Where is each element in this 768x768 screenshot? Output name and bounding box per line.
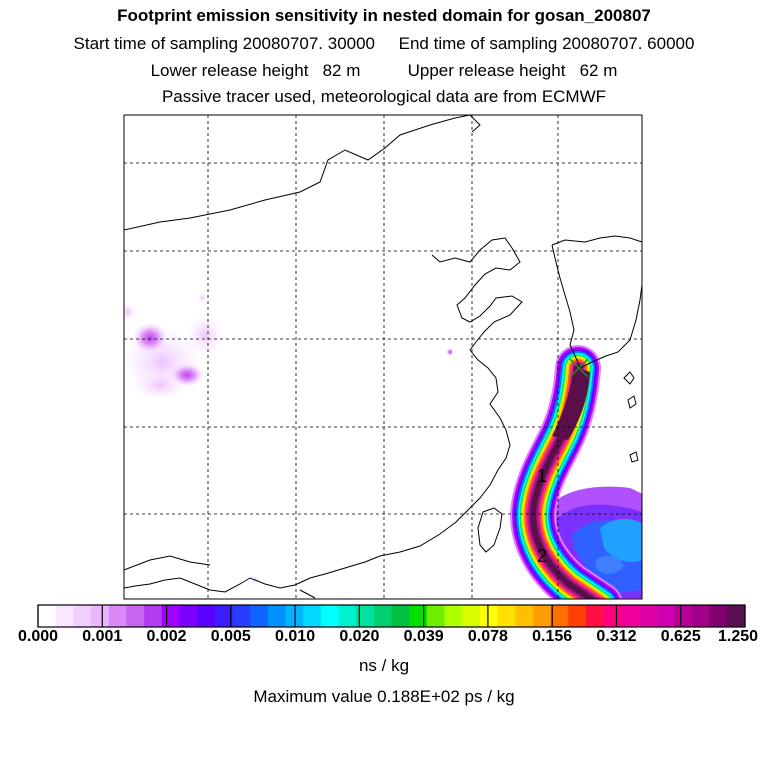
sampling-time-line: Start time of sampling 20080707. 30000 E… bbox=[73, 34, 695, 53]
colorbar-tick-label: 0.002 bbox=[146, 628, 187, 645]
colorbar-frame bbox=[37, 604, 746, 628]
colorbar-swatch bbox=[532, 605, 552, 627]
colorbar-swatch bbox=[727, 605, 746, 627]
trajectory-label-2: 2 bbox=[537, 546, 547, 566]
colorbar-swatch bbox=[656, 605, 675, 627]
colorbar-swatch bbox=[691, 605, 711, 627]
colorbar-swatch bbox=[426, 605, 446, 627]
colorbar-tick-label: 0.010 bbox=[275, 628, 316, 645]
colorbar-tick-label: 0.005 bbox=[210, 628, 251, 645]
colorbar bbox=[37, 605, 746, 627]
colorbar-tick-label: 0.078 bbox=[467, 628, 508, 645]
colorbar-swatch bbox=[709, 605, 728, 627]
coastlines bbox=[124, 115, 642, 599]
colorbar-swatch bbox=[144, 605, 163, 627]
colorbar-swatch bbox=[444, 605, 463, 627]
colorbar-swatch bbox=[232, 605, 251, 627]
colorbar-swatch bbox=[356, 605, 375, 627]
release-height-line: Lower release height 82 m Upper release … bbox=[150, 61, 618, 80]
colorbar-swatch bbox=[108, 605, 127, 627]
map-frame bbox=[123, 114, 643, 600]
colorbar-swatch bbox=[250, 605, 269, 627]
colorbar-swatch bbox=[38, 605, 57, 627]
map-title: Footprint emission sensitivity in nested… bbox=[117, 6, 651, 25]
plume-core bbox=[552, 366, 590, 440]
colorbar-swatch bbox=[409, 605, 428, 627]
colorbar-tick-label: 0.001 bbox=[82, 628, 123, 645]
colorbar-swatch bbox=[638, 605, 658, 627]
colorbar-swatch bbox=[497, 605, 516, 627]
colorbar-swatch bbox=[197, 605, 216, 627]
colorbar-tick-label: 0.156 bbox=[532, 628, 573, 645]
colorbar-swatch bbox=[320, 605, 339, 627]
colorbar-swatch bbox=[303, 605, 322, 627]
colorbar-tick-label: 0.020 bbox=[339, 628, 380, 645]
receptor-x-marker-icon bbox=[569, 358, 589, 378]
colorbar-tick-label: 0.039 bbox=[403, 628, 444, 645]
colorbar-swatch bbox=[267, 605, 286, 627]
colorbar-swatch bbox=[515, 605, 534, 627]
colorbar-swatch bbox=[462, 605, 481, 627]
colorbar-swatch bbox=[338, 605, 357, 627]
colorbar-swatch bbox=[674, 605, 693, 627]
colorbar-swatch bbox=[126, 605, 145, 627]
trajectory-label-1: 1 bbox=[537, 466, 547, 486]
colorbar-swatch bbox=[161, 605, 180, 627]
colorbar-swatch bbox=[550, 605, 569, 627]
colorbar-tick-label: 1.250 bbox=[717, 628, 759, 645]
colorbar-swatch bbox=[373, 605, 392, 627]
colorbar-swatch bbox=[91, 605, 110, 627]
colorbar-swatch bbox=[585, 605, 605, 627]
colorbar-swatch bbox=[621, 605, 640, 627]
western-sensitivity-area bbox=[124, 292, 454, 585]
colorbar-tick-label: 0.312 bbox=[596, 628, 637, 645]
colorbar-swatch bbox=[179, 605, 198, 627]
colorbar-swatch bbox=[55, 605, 74, 627]
colorbar-swatch bbox=[73, 605, 92, 627]
colorbar-swatch bbox=[479, 605, 499, 627]
colorbar-tick-label: 0.625 bbox=[660, 628, 701, 645]
colorbar-swatch bbox=[214, 605, 233, 627]
footprint-plume bbox=[510, 345, 623, 599]
colorbar-tick-label: 0.000 bbox=[17, 628, 59, 645]
lat-lon-grid bbox=[124, 115, 642, 599]
colorbar-swatch bbox=[568, 605, 587, 627]
max-value-text: Maximum value 0.188E+02 ps / kg bbox=[253, 687, 515, 706]
colorbar-unit: ns / kg bbox=[358, 656, 410, 675]
colorbar-swatch bbox=[391, 605, 410, 627]
colorbar-swatch bbox=[603, 605, 622, 627]
tracer-info-line: Passive tracer used, meteorological data… bbox=[161, 87, 607, 106]
